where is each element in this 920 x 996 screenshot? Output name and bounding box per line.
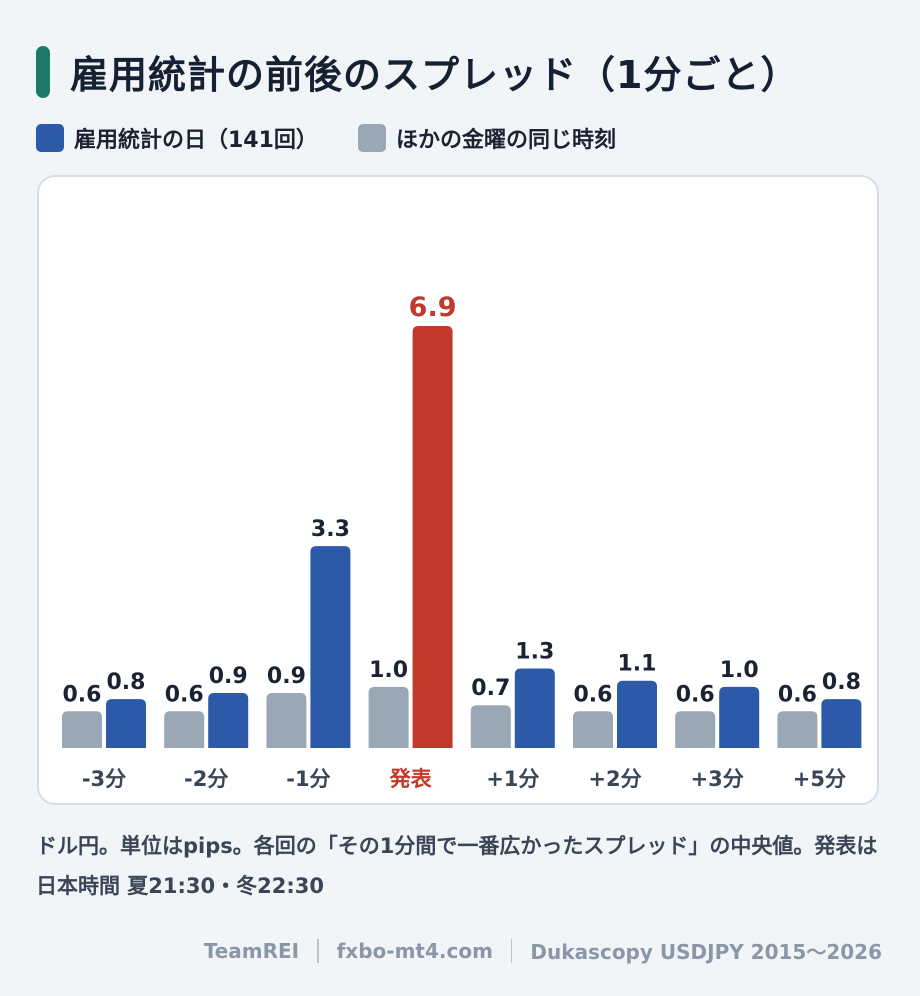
title-accent-bar: [36, 45, 50, 98]
value-label-nfp: 3.3: [311, 517, 350, 542]
category-label: -2分: [184, 767, 228, 791]
bar-nfp: [719, 686, 760, 748]
value-label-other: 0.6: [778, 682, 817, 707]
bar-other: [266, 692, 307, 748]
bar-nfp: [514, 668, 555, 748]
bar-nfp: [310, 546, 351, 748]
value-label-nfp: 6.9: [409, 292, 457, 323]
value-label-other: 0.6: [574, 682, 613, 707]
bar-other: [470, 705, 511, 748]
legend-item-nfp: 雇用統計の日（141回）: [36, 122, 318, 154]
bar-other: [777, 711, 818, 748]
value-label-nfp: 1.0: [720, 658, 759, 683]
value-label-nfp: 1.3: [515, 639, 554, 664]
value-label-nfp: 1.1: [618, 652, 657, 677]
bar-other: [164, 711, 205, 748]
bar-chart: 0.6 0.8-3分0.60.9-2分0.93.3-1分1.06.9発表0.71.…: [62, 292, 862, 791]
value-label-nfp: 0.8: [107, 670, 146, 695]
title-block: 雇用統計の前後のスプレッド（1分ごと）: [36, 44, 799, 99]
category-label: +2分: [588, 767, 641, 791]
category-label: -3分: [82, 767, 126, 791]
footer-source: Dukascopy USDJPY 2015〜2026: [530, 940, 882, 964]
legend-label-nfp: 雇用統計の日（141回）: [74, 128, 318, 153]
category-label: -1分: [286, 767, 330, 791]
value-label-other: 1.0: [369, 658, 408, 683]
legend-item-other: ほかの金曜の同じ時刻: [357, 122, 616, 154]
category-label: 発表: [389, 767, 433, 791]
bar-nfp: [208, 692, 249, 748]
value-label-nfp: 0.9: [209, 664, 248, 689]
bar-nfp: [821, 699, 862, 748]
category-label: +1分: [486, 767, 539, 791]
value-label-other: 0.7: [471, 676, 510, 701]
chart-card: 0.6 0.8 -3分 0.6 0.9 -2分 0.9 3.3 -1分 1.0 6.9 発表 0.7 1.…: [37, 175, 879, 805]
category-label: +5分: [793, 767, 846, 791]
value-label-other: 0.6: [676, 682, 715, 707]
bar-nfp-highlight: [412, 326, 453, 748]
footnote: ドル円。単位はpips。各回の「その1分間で一番広かったスプレッド」の中央値。発…: [36, 834, 878, 898]
bar-nfp: [106, 699, 146, 748]
bar-other: [368, 686, 409, 748]
footer-divider: [317, 938, 319, 963]
category-label: +3分: [691, 767, 744, 791]
bar-other: [573, 711, 613, 748]
legend-swatch-other: [357, 124, 386, 152]
value-label-other: 0.9: [267, 664, 306, 689]
value-label-other: 0.6: [63, 682, 102, 707]
footer-team: TeamREI: [203, 938, 300, 963]
legend-label-other: ほかの金曜の同じ時刻: [395, 128, 616, 153]
chart-title: 雇用統計の前後のスプレッド（1分ごと）: [70, 53, 800, 97]
legend-swatch-nfp: [36, 124, 64, 152]
value-label-other: 0.6: [165, 682, 204, 707]
bar-other: [62, 711, 102, 748]
bar-nfp: [617, 680, 657, 748]
footer-credits: TeamREI fxbo-mt4.com Dukascopy USDJPY 20…: [204, 936, 882, 965]
bar-other: [675, 711, 716, 748]
legend: 雇用統計の日（141回） ほかの金曜の同じ時刻: [36, 122, 656, 154]
value-label-nfp: 0.8: [822, 670, 861, 695]
footer-divider: [510, 938, 513, 963]
footer-site: fxbo-mt4.com: [336, 938, 493, 963]
